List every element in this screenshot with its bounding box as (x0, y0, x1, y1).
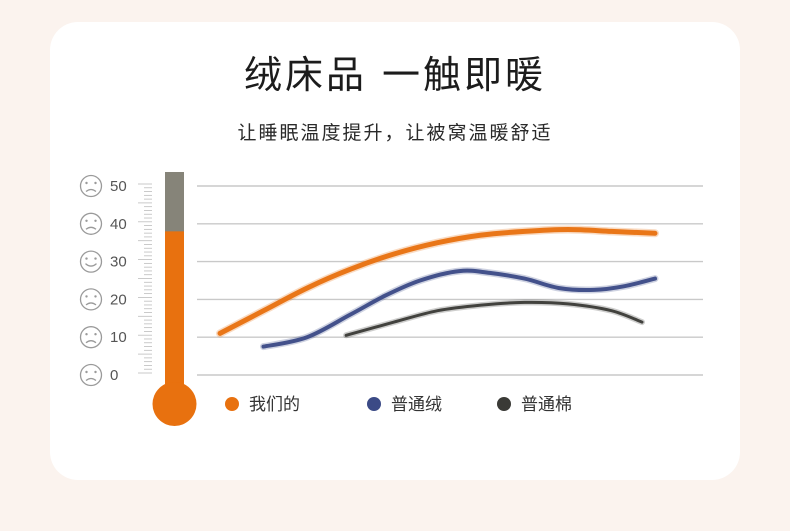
page-title: 绒床品 一触即暖 (243, 53, 547, 97)
series-line-1 (217, 226, 658, 336)
legend-label-1: 我们的 (249, 395, 300, 415)
y-tick-label-10: 10 (110, 329, 127, 346)
legend-label-2: 普通绒 (391, 395, 442, 415)
sad-face-icon (79, 363, 103, 387)
smile-face-icon (79, 250, 103, 273)
legend-marker-2 (367, 397, 381, 411)
sad-face-icon (79, 288, 103, 311)
y-tick-label-0: 0 (110, 367, 118, 384)
legend-label-3: 普通棉 (521, 395, 572, 415)
series-line-3 (344, 300, 644, 337)
legend-marker-1 (225, 397, 239, 411)
y-tick-label-30: 30 (110, 254, 127, 271)
thermometer-bulb (152, 382, 197, 426)
sad-face-icon (79, 326, 103, 349)
sad-face-icon (79, 212, 103, 235)
thermometer-fill (165, 231, 184, 400)
legend-marker-3 (497, 397, 511, 411)
y-tick-label-50: 50 (110, 178, 127, 195)
sad-face-icon (79, 174, 103, 198)
y-tick-label-40: 40 (110, 216, 127, 233)
y-tick-label-20: 20 (110, 291, 127, 308)
series-line-2 (261, 268, 657, 349)
page-subtitle: 让睡眠温度提升，让被窝温暖舒适 (237, 122, 553, 144)
